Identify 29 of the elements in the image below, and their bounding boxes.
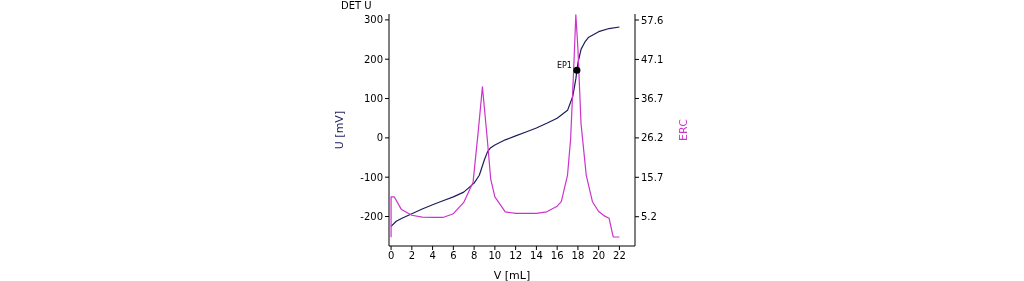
x-tick-label: 10 xyxy=(488,250,502,262)
chart-title: DET U xyxy=(341,0,372,12)
x-tick-label: 0 xyxy=(387,250,395,262)
y-tick-label: 300 xyxy=(363,14,383,26)
x-tick-label: 4 xyxy=(429,250,436,262)
y-tick-label: 200 xyxy=(363,53,383,65)
y2-axis-title: ERC xyxy=(676,118,690,141)
annotation: EP1 xyxy=(556,61,572,72)
y-tick-label: 100 xyxy=(363,93,383,105)
y2-tick-label: 26.2 xyxy=(641,132,664,144)
x-tick-label: 6 xyxy=(450,250,457,262)
x-axis-title: V [mL] xyxy=(493,269,531,281)
y-tick-label: -200 xyxy=(360,211,383,223)
x-tick-label: 20 xyxy=(592,250,606,262)
x-tick-label: 12 xyxy=(509,250,522,262)
y-tick-label: 0 xyxy=(376,132,383,144)
x-tick-label: 18 xyxy=(571,250,585,262)
y2-tick-label: 5.2 xyxy=(641,211,657,223)
x-tick-label: 14 xyxy=(530,250,543,262)
y2-tick-label: 47.1 xyxy=(641,53,664,65)
y2-tick-label: 15.7 xyxy=(641,171,664,183)
x-tick-label: 16 xyxy=(550,250,564,262)
y-axis-title: U [mV] xyxy=(332,110,346,150)
y2-tick-label: 57.6 xyxy=(641,14,664,26)
x-tick-label: 8 xyxy=(470,250,478,262)
y2-tick-label: 36.7 xyxy=(641,93,664,105)
y-tick-label: -100 xyxy=(360,171,383,183)
x-tick-label: 22 xyxy=(613,250,626,262)
x-tick-label: 2 xyxy=(408,250,416,262)
